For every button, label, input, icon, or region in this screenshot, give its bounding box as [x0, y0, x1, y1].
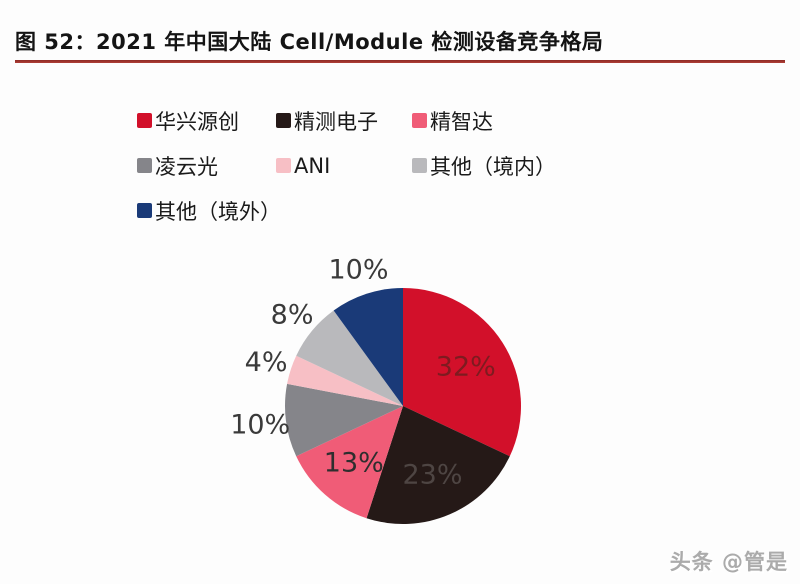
legend-label: 华兴源创	[155, 109, 239, 134]
legend-label: ANI	[294, 153, 331, 178]
pie-slice-0	[403, 288, 521, 457]
legend-label: 精智达	[430, 109, 493, 134]
legend-swatch	[137, 158, 152, 173]
pie-label-2: 13%	[324, 447, 384, 478]
legend-swatch	[412, 158, 427, 173]
title-underline	[15, 60, 785, 63]
pie-label-5: 8%	[271, 300, 314, 331]
pie-slice-4	[287, 355, 403, 406]
figure-title: 图 52：2021 年中国大陆 Cell/Module 检测设备竞争格局	[15, 30, 604, 54]
pie-slice-5	[296, 310, 403, 406]
legend-label: 精测电子	[294, 109, 378, 134]
legend-swatch	[276, 158, 291, 173]
legend-swatch	[276, 113, 291, 128]
legend-item-4: ANI	[276, 154, 412, 178]
legend-label: 凌云光	[155, 154, 218, 179]
legend-item-5: 其他（境内）	[412, 151, 677, 181]
legend-label: 其他（境外）	[155, 199, 281, 224]
legend-swatch	[412, 113, 427, 128]
legend-item-0: 华兴源创	[137, 106, 276, 136]
pie-label-0: 32%	[436, 352, 496, 383]
pie-label-6: 10%	[328, 255, 388, 286]
pie-slice-1	[366, 406, 510, 524]
pie-chart-container: 32% 23% 13% 10% 4% 8% 10%	[200, 240, 600, 584]
legend-item-6: 其他（境外）	[137, 196, 281, 226]
pie-label-4: 4%	[245, 347, 288, 378]
pie-chart: 32% 23% 13% 10% 4% 8% 10%	[230, 255, 521, 524]
legend-item-3: 凌云光	[137, 151, 276, 181]
legend-item-2: 精智达	[412, 106, 677, 136]
pie-slice-2	[296, 406, 403, 519]
figure-header: 图 52：2021 年中国大陆 Cell/Module 检测设备竞争格局	[15, 26, 785, 56]
legend-swatch	[137, 203, 152, 218]
legend-label: 其他（境内）	[430, 154, 556, 179]
pie-slice-3	[285, 383, 403, 457]
legend-item-1: 精测电子	[276, 106, 412, 136]
pie-slice-6	[333, 288, 403, 406]
pie-label-1: 23%	[402, 460, 462, 491]
watermark: 头条 @管是	[669, 550, 788, 574]
legend: 华兴源创 精测电子 精智达凌云光 ANI 其他（境内） 其他（境外）	[137, 98, 677, 233]
legend-swatch	[137, 113, 152, 128]
pie-label-3: 10%	[230, 409, 290, 440]
